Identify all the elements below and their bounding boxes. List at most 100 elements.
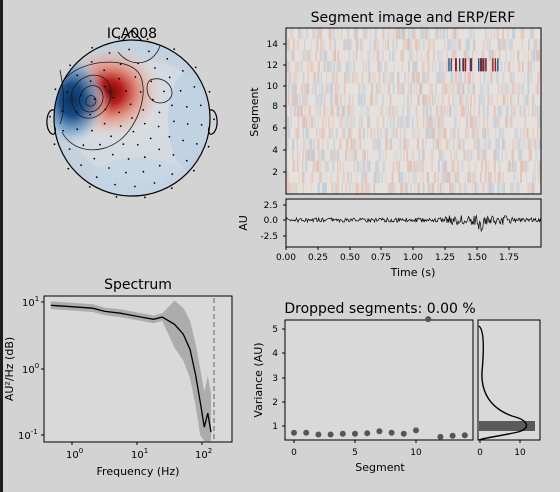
heatmap-cell bbox=[444, 39, 446, 51]
heatmap-cell bbox=[412, 160, 415, 172]
heatmap-cell bbox=[505, 39, 508, 51]
heatmap-cell bbox=[472, 127, 475, 139]
dropped-xtick-label: 0 bbox=[291, 448, 297, 458]
heatmap-cell bbox=[527, 72, 530, 84]
heatmap-cell bbox=[462, 83, 465, 95]
heatmap-cell bbox=[479, 72, 481, 84]
heatmap-cell bbox=[363, 94, 365, 106]
heatmap-cell bbox=[340, 160, 341, 172]
heatmap-cell bbox=[530, 149, 532, 161]
heatmap-cell bbox=[380, 127, 382, 139]
heatmap-highlight bbox=[480, 58, 482, 72]
heatmap-cell bbox=[440, 138, 442, 150]
heatmap-cell bbox=[392, 39, 394, 51]
heatmap-cell bbox=[353, 116, 355, 128]
heatmap-cell bbox=[509, 116, 512, 128]
variance-point bbox=[376, 428, 383, 435]
heatmap-cell bbox=[537, 116, 539, 128]
heatmap-cell bbox=[527, 61, 529, 73]
heatmap-cell bbox=[522, 61, 524, 73]
heatmap-cell bbox=[392, 116, 395, 128]
heatmap-cell bbox=[300, 50, 302, 62]
heatmap-cell bbox=[458, 39, 461, 51]
heatmap-cell bbox=[392, 127, 394, 139]
heatmap-cell bbox=[303, 94, 306, 106]
heatmap-cell bbox=[414, 28, 416, 40]
heatmap-cell bbox=[486, 171, 487, 183]
heatmap-cell bbox=[326, 72, 328, 84]
heatmap-cell bbox=[382, 28, 385, 40]
heatmap-cell bbox=[467, 149, 470, 161]
heatmap-cell bbox=[307, 127, 309, 139]
heatmap-cell bbox=[298, 116, 299, 128]
heatmap-cell bbox=[406, 39, 408, 51]
heatmap-cell bbox=[295, 83, 297, 95]
heatmap-cell bbox=[294, 50, 295, 62]
heatmap-cell bbox=[332, 105, 335, 117]
heatmap-cell bbox=[478, 94, 480, 106]
heatmap-cell bbox=[292, 83, 295, 95]
heatmap-cell bbox=[392, 50, 394, 62]
heatmap-cell bbox=[444, 83, 446, 95]
heatmap-cell bbox=[347, 105, 349, 117]
heatmap-cell bbox=[338, 160, 340, 172]
heatmap-cell bbox=[481, 50, 484, 62]
heatmap-cell bbox=[410, 83, 412, 95]
svg-text:10-1: 10-1 bbox=[18, 428, 38, 442]
heatmap-cell bbox=[425, 28, 428, 40]
heatmap-cell bbox=[487, 116, 489, 128]
heatmap-cell bbox=[400, 127, 401, 139]
heatmap-cell bbox=[311, 182, 313, 194]
sensor-dot bbox=[49, 115, 51, 118]
heatmap-cell bbox=[335, 94, 338, 106]
heatmap-cell bbox=[321, 39, 323, 51]
svg-text:100: 100 bbox=[22, 362, 39, 376]
heatmap-cell bbox=[351, 149, 353, 161]
heatmap-cell bbox=[512, 72, 515, 84]
heatmap-cell bbox=[433, 50, 435, 62]
heatmap-cell bbox=[446, 138, 448, 150]
heatmap-cell bbox=[313, 28, 315, 40]
heatmap-cell bbox=[442, 94, 444, 106]
heatmap-cell bbox=[368, 116, 371, 128]
heatmap-cell bbox=[360, 94, 363, 106]
variance-point bbox=[352, 430, 358, 437]
sensor-dot bbox=[173, 120, 175, 123]
heatmap-cell bbox=[386, 127, 388, 139]
heatmap-cell bbox=[443, 182, 445, 194]
heatmap-cell bbox=[315, 50, 317, 62]
heatmap-cell bbox=[410, 50, 412, 62]
heatmap-cell bbox=[437, 50, 440, 62]
heatmap-cell bbox=[315, 83, 318, 95]
heatmap-cell bbox=[503, 94, 505, 106]
heatmap-cell bbox=[415, 83, 417, 95]
sensor-dot bbox=[186, 123, 189, 125]
heatmap-cell bbox=[372, 94, 374, 106]
heatmap-cell bbox=[308, 138, 310, 150]
heatmap-cell bbox=[422, 149, 424, 161]
heatmap-cell bbox=[504, 94, 506, 106]
sensor-dot bbox=[76, 74, 79, 77]
heatmap-cell bbox=[358, 127, 360, 139]
heatmap-cell bbox=[431, 94, 434, 106]
heatmap-cell bbox=[421, 160, 424, 172]
heatmap-cell bbox=[504, 61, 506, 73]
heatmap-cell bbox=[445, 171, 447, 183]
heatmap-cell bbox=[338, 116, 341, 128]
heatmap-cell bbox=[472, 72, 474, 84]
heatmap-cell bbox=[450, 149, 452, 161]
heatmap-cell bbox=[392, 171, 394, 183]
heatmap-cell bbox=[296, 72, 298, 84]
heatmap-cell bbox=[376, 116, 378, 128]
heatmap-cell bbox=[305, 149, 307, 161]
heatmap-cell bbox=[334, 182, 337, 194]
heatmap-highlight bbox=[470, 58, 473, 72]
heatmap-cell bbox=[489, 39, 491, 51]
heatmap-cell bbox=[484, 127, 487, 139]
dropped-hist-xticks: 0 10 bbox=[477, 440, 526, 458]
heatmap-cell bbox=[407, 28, 410, 40]
heatmap-cell bbox=[458, 171, 460, 183]
heatmap-cell bbox=[517, 127, 519, 139]
heatmap-cell bbox=[352, 105, 355, 117]
heatmap-cell bbox=[432, 182, 435, 194]
